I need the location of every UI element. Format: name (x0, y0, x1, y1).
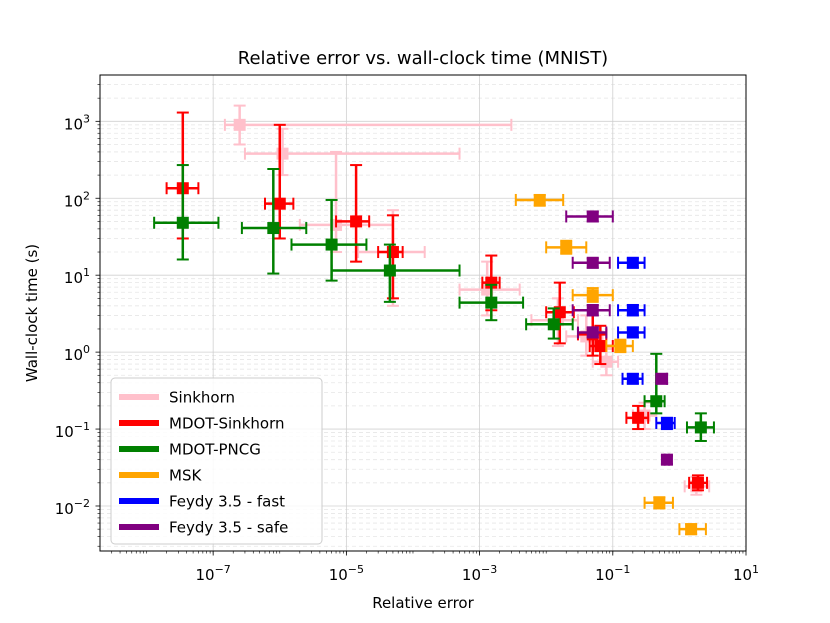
series-feydy-3-5-fast (617, 256, 676, 431)
legend-label: MDOT-Sinkhorn (169, 415, 284, 433)
data-point (694, 421, 707, 434)
data-point (626, 256, 639, 269)
legend-label: Feydy 3.5 - safe (169, 519, 288, 537)
data-point (685, 523, 698, 536)
x-tick-exponent: −5 (348, 563, 364, 576)
x-tick-base: 10 (196, 566, 215, 584)
y-tick-label: 100 (64, 343, 90, 364)
x-tick-base: 10 (462, 566, 481, 584)
y-tick-base: 10 (64, 269, 83, 287)
legend-label: Sinkhorn (169, 389, 235, 407)
y-tick-exponent: −2 (74, 497, 90, 510)
x-tick-base: 10 (733, 566, 752, 584)
data-point (547, 318, 560, 331)
data-point (660, 416, 673, 429)
y-tick-label: 103 (64, 112, 90, 133)
data-point (660, 453, 673, 466)
y-tick-label: 10−2 (55, 497, 90, 518)
data-point (586, 289, 599, 302)
x-tick-exponent: −3 (481, 563, 497, 576)
y-tick-label: 102 (64, 189, 90, 210)
x-tick-base: 10 (329, 566, 348, 584)
series-msk (514, 193, 707, 536)
x-tick-label: 10−7 (196, 563, 231, 584)
data-point (691, 476, 704, 489)
y-tick-label: 101 (64, 266, 90, 287)
data-point (176, 216, 189, 229)
data-point (586, 304, 599, 317)
data-point (586, 326, 599, 339)
data-point (273, 197, 286, 210)
y-tick-exponent: 2 (83, 189, 90, 202)
data-point (626, 326, 639, 339)
x-axis-label: Relative error (372, 594, 474, 612)
data-point (653, 496, 666, 509)
series-mdot-pncg (153, 164, 715, 442)
data-point (650, 395, 663, 408)
data-point (533, 193, 546, 206)
y-tick-exponent: 0 (83, 343, 90, 356)
data-point (325, 238, 338, 251)
y-tick-exponent: −1 (74, 420, 90, 433)
legend: Sinkhorn MDOT-Sinkhorn MDOT-PNCG MSK Feydy 3… (110, 377, 323, 545)
data-point (632, 411, 645, 424)
marks-layer (153, 104, 715, 536)
data-point (586, 210, 599, 223)
y-tick-label: 10−1 (55, 420, 90, 441)
data-point (626, 372, 639, 385)
series-feydy-3-5-safe (565, 210, 673, 466)
x-tick-label: 10−1 (595, 563, 630, 584)
x-tick-exponent: 1 (752, 563, 759, 576)
legend-box (110, 377, 323, 545)
data-point (600, 355, 613, 368)
x-tick-base: 10 (595, 566, 614, 584)
legend-label: MDOT-PNCG (169, 441, 261, 459)
data-point (267, 222, 280, 235)
y-tick-base: 10 (64, 115, 83, 133)
x-tick-label: 10−5 (329, 563, 364, 584)
data-point (594, 340, 607, 353)
chart-title: Relative error vs. wall-clock time (MNIS… (238, 48, 608, 69)
y-axis-label: Wall-clock time (s) (23, 244, 41, 382)
data-point (586, 256, 599, 269)
data-point (560, 241, 573, 254)
x-tick-label: 10−3 (462, 563, 497, 584)
data-point (383, 264, 396, 277)
y-tick-base: 10 (64, 346, 83, 364)
legend-label: MSK (169, 467, 202, 485)
data-point (626, 304, 639, 317)
y-tick-exponent: 1 (83, 266, 90, 279)
x-tick-label: 101 (733, 563, 759, 584)
data-point (276, 147, 289, 160)
y-tick-base: 10 (55, 423, 74, 441)
data-point (656, 372, 669, 385)
y-tick-base: 10 (64, 192, 83, 210)
data-point (350, 215, 363, 228)
data-point (614, 340, 627, 353)
axes-frame (99, 74, 747, 552)
x-tick-exponent: −7 (215, 563, 231, 576)
legend-label: Feydy 3.5 - fast (169, 493, 285, 511)
data-point (233, 118, 246, 131)
y-tick-base: 10 (55, 500, 74, 518)
y-tick-exponent: 3 (83, 112, 90, 125)
data-point (485, 296, 498, 309)
x-tick-exponent: −1 (614, 563, 630, 576)
